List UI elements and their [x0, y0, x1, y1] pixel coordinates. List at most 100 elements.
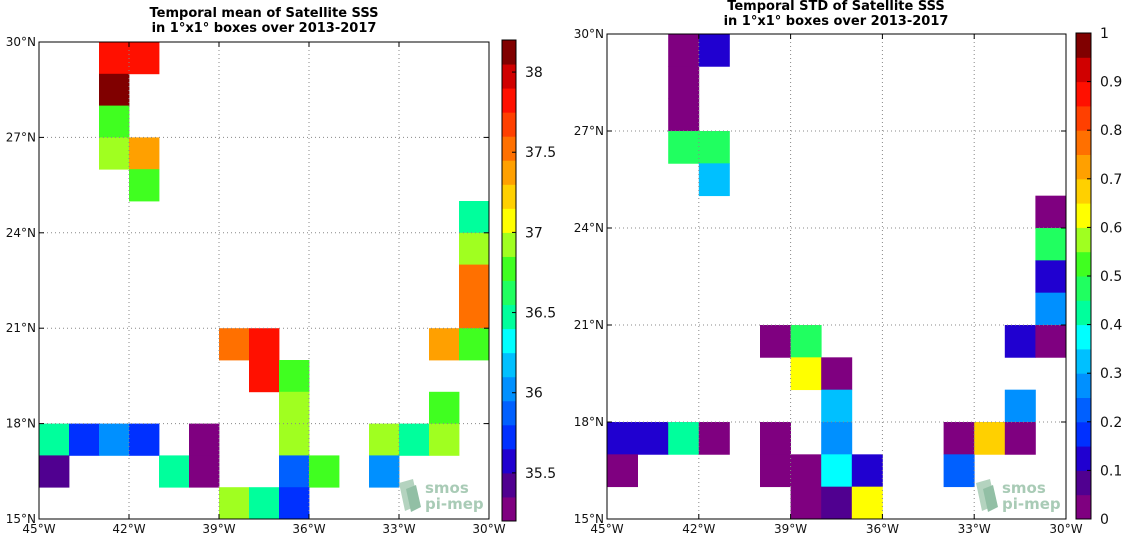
colorbar-swatch [502, 184, 516, 209]
colorbar-swatch [1076, 57, 1091, 83]
plot-frame [606, 33, 1067, 520]
colorbar-swatch [1076, 203, 1091, 228]
x-tick-label: 45°W [22, 522, 55, 536]
colorbar-swatch [502, 304, 516, 330]
heatmap-cell [459, 201, 490, 234]
chart-subtitle: in 1°x1° boxes over 2013-2017 [724, 14, 949, 29]
x-tick-label: 45°W [590, 522, 623, 536]
x-tick-label: 39°W [202, 522, 235, 536]
colorbar-swatch [1076, 251, 1091, 277]
heatmap-cell [279, 455, 310, 488]
heatmap-cell [99, 137, 130, 170]
heatmap-cell [429, 423, 460, 456]
x-tick-label: 30°W [1049, 522, 1082, 536]
heatmap-cell [219, 487, 250, 520]
heatmap-cell [1035, 325, 1067, 358]
y-tick-label: 15°N [574, 512, 604, 526]
heatmap-cell [1035, 260, 1067, 294]
colorbar-swatch [502, 208, 516, 233]
heatmap-cell [1004, 325, 1036, 358]
heatmap-cell [821, 389, 853, 423]
heatmap-cell [790, 454, 822, 488]
y-tick-label: 24°N [6, 226, 36, 240]
colorbar-swatch [1076, 154, 1091, 180]
colorbar-tick-label: 0.7 [1100, 172, 1122, 188]
heatmap-cell [459, 328, 490, 361]
heatmap-cell [99, 423, 130, 456]
heatmap-cell [399, 423, 430, 456]
colorbar-swatch [1076, 105, 1091, 131]
logo-text-smos: smos [1002, 479, 1046, 497]
x-tick-label: 39°W [774, 522, 807, 536]
heatmap-cell [279, 423, 310, 456]
colorbar-frame [501, 39, 517, 522]
y-tick-label: 21°N [6, 321, 36, 335]
colorbar-swatch [1076, 470, 1091, 496]
y-tick-label: 18°N [574, 415, 604, 429]
heatmap-cell [668, 34, 700, 67]
y-tick-label: 21°N [574, 318, 604, 332]
heatmap-cell [607, 454, 638, 488]
colorbar-tick-label: 0.4 [1100, 318, 1122, 334]
colorbar-swatch [502, 424, 516, 450]
heatmap-cell [69, 423, 100, 456]
heatmap-cell [39, 423, 70, 456]
colorbar-tick-label: 0.5 [1100, 269, 1122, 285]
logo-mark [406, 485, 421, 512]
heatmap-cell [1004, 389, 1036, 423]
colorbar-tick-label: 37.5 [525, 145, 556, 161]
colorbar-swatch [502, 280, 516, 306]
heatmap-cell [99, 73, 130, 106]
heatmap-cell [249, 360, 280, 393]
colorbar-swatch [1076, 300, 1091, 326]
heatmap-cell [1035, 195, 1067, 229]
colorbar-swatch [502, 400, 516, 426]
heatmap-cell [607, 422, 638, 455]
y-tick-label: 18°N [6, 417, 36, 431]
colorbar-swatch [502, 328, 516, 354]
heatmap-cell [429, 391, 460, 424]
heatmap-cell [99, 42, 130, 75]
heatmap-cell [668, 131, 700, 164]
colorbar-tick-label: 37 [525, 225, 543, 241]
chart-title: Temporal STD of Satellite SSS [727, 0, 945, 14]
colorbar-swatch [1076, 397, 1091, 423]
colorbar-tick-label: 0.9 [1100, 75, 1122, 91]
colorbar-swatch [502, 496, 516, 522]
heatmap-cell [668, 98, 700, 132]
logo-mark [983, 485, 998, 512]
heatmap-cell [760, 325, 791, 358]
heatmap-cell [790, 486, 822, 520]
heatmap-cell [459, 232, 490, 265]
heatmap-cell [821, 422, 853, 455]
x-tick-label: 42°W [112, 522, 145, 536]
colorbar-swatch [502, 112, 516, 137]
logo-text-pimep: pi-mep [425, 495, 484, 513]
x-tick-label: 33°W [382, 522, 415, 536]
chart-subtitle: in 1°x1° boxes over 2013-2017 [152, 21, 377, 36]
heatmap-cell [99, 105, 130, 138]
heatmap-cell [129, 423, 160, 456]
heatmap-cell [851, 454, 883, 488]
heatmap-cell [129, 42, 160, 75]
heatmap-cell [459, 264, 490, 297]
heatmap-cell [974, 422, 1006, 455]
heatmap-cell [429, 328, 460, 361]
colorbar-swatch [502, 352, 516, 378]
heatmap-cell [790, 325, 822, 358]
colorbar-tick-label: 35.5 [525, 466, 556, 482]
y-tick-label: 30°N [574, 27, 604, 41]
heatmap-cell [279, 360, 310, 393]
colorbar-swatch [502, 88, 516, 113]
heatmap-cell [459, 296, 490, 329]
heatmap-cell [943, 422, 975, 455]
colorbar-swatch [502, 40, 516, 65]
x-tick-label: 36°W [292, 522, 325, 536]
heatmap-cell [249, 328, 280, 361]
colorbar-tick-label: 0.2 [1100, 415, 1122, 431]
x-tick-label: 33°W [958, 522, 991, 536]
